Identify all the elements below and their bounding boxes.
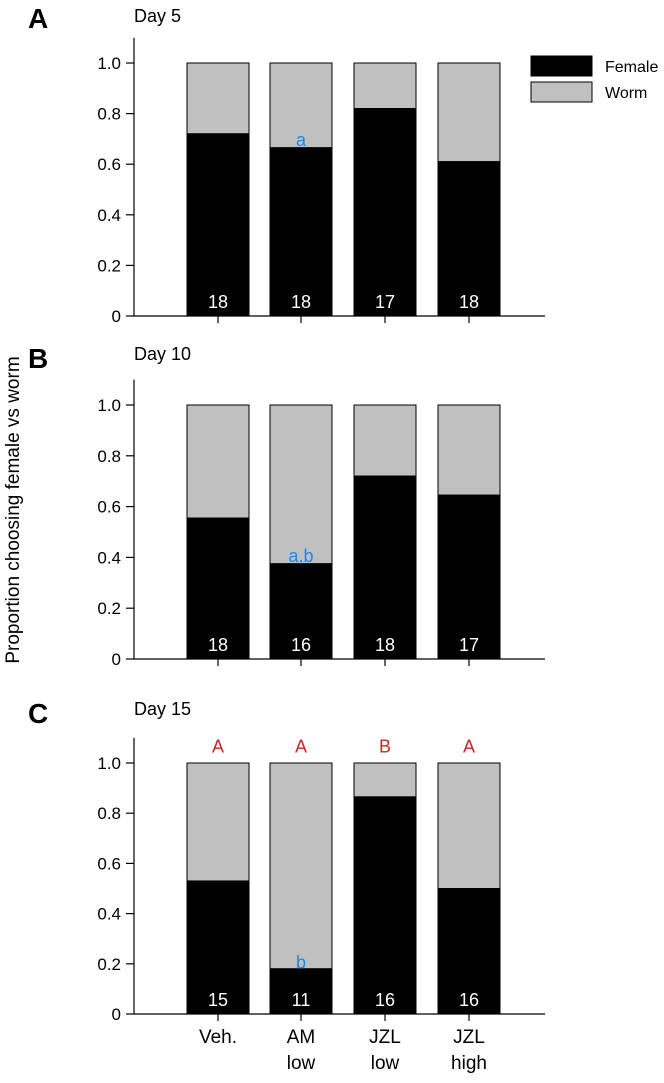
panel-a: A Day 5 0 0.2 0.4 0.6 0.8 1.0 18 18 17 18 a: [28, 3, 545, 326]
bar-female: [269, 563, 333, 660]
legend-label-worm: Worm: [605, 85, 647, 102]
bar-n-label: 17: [459, 635, 479, 655]
bar-worm: [269, 404, 333, 565]
panel-b: B Day 10 0 0.2 0.4 0.6 0.8 1.0 18 16 18 17 a,b: [28, 343, 545, 669]
y-tick-label: 0: [112, 650, 121, 669]
significance-letter: B: [379, 736, 391, 756]
legend-swatch-female: [530, 55, 593, 77]
bar-n-label: 18: [208, 635, 228, 655]
bar-worm: [437, 762, 501, 889]
significance-letter: a: [296, 130, 307, 150]
y-axis-label: Proportion choosing female vs worm: [3, 356, 24, 663]
bar-worm: [353, 762, 417, 798]
x-tick-label: Veh.: [199, 1027, 237, 1048]
panel-letter: A: [28, 3, 48, 34]
y-tick-label: 1.0: [97, 396, 121, 415]
significance-letter: b: [296, 952, 306, 972]
bar-worm: [353, 62, 417, 110]
bar-female: [353, 796, 417, 1015]
bar-n-label: 16: [375, 990, 395, 1010]
legend-label-female: Female: [605, 59, 658, 76]
bar-n-label: 15: [208, 990, 228, 1010]
bar-worm: [353, 404, 417, 477]
bar-worm: [269, 62, 333, 149]
x-tick-label: low: [371, 1053, 400, 1074]
y-tick-label: 0.8: [97, 447, 121, 466]
bar-n-label: 16: [459, 990, 479, 1010]
bar-female: [186, 133, 250, 317]
panel-letter: C: [28, 698, 48, 729]
bar-female: [269, 147, 333, 317]
bar-female: [353, 475, 417, 660]
y-tick-label: 0: [112, 307, 121, 326]
y-tick-label: 1.0: [97, 754, 121, 773]
bar-n-label: 18: [459, 292, 479, 312]
legend-swatch-worm: [530, 81, 593, 103]
bar-female: [437, 494, 501, 660]
bar-n-label: 11: [292, 990, 311, 1010]
bar-female: [353, 108, 417, 317]
bar-female: [186, 517, 250, 660]
bar-n-label: 17: [375, 292, 395, 312]
x-tick-label: low: [287, 1053, 316, 1074]
bar-n-label: 18: [208, 292, 228, 312]
significance-letter: a,b: [288, 546, 313, 566]
y-tick-label: 0.6: [97, 498, 121, 517]
legend: Female Worm: [530, 55, 658, 103]
x-tick-label: JZL: [369, 1027, 401, 1048]
x-tick-label: AM: [287, 1027, 316, 1048]
bar-worm: [186, 404, 250, 519]
bar-female: [186, 880, 250, 1015]
y-tick-label: 0.8: [97, 105, 121, 124]
bar-female: [437, 888, 501, 1015]
x-tick-label: high: [451, 1053, 487, 1074]
panel-title: Day 10: [134, 344, 191, 364]
bar-worm: [437, 62, 501, 163]
significance-letter: A: [463, 736, 475, 756]
bar-worm: [269, 762, 333, 970]
panel-letter: B: [28, 343, 48, 374]
bar-female: [269, 968, 333, 1015]
y-tick-label: 1.0: [97, 54, 121, 73]
bar-worm: [186, 762, 250, 882]
bar-n-label: 16: [291, 635, 311, 655]
significance-letter: A: [295, 736, 307, 756]
panel-title: Day 5: [134, 6, 181, 26]
bar-female: [437, 161, 501, 317]
y-tick-label: 0.6: [97, 854, 121, 873]
y-tick-label: 0.8: [97, 804, 121, 823]
bar-n-label: 18: [291, 292, 311, 312]
x-tick-label: JZL: [453, 1027, 485, 1048]
panels: A Day 5 0 0.2 0.4 0.6 0.8 1.0 18 18 17 18 a B Day 10 0 0…: [28, 3, 545, 1074]
significance-letter: A: [212, 736, 224, 756]
bar-worm: [186, 62, 250, 135]
bar-n-label: 18: [375, 635, 395, 655]
y-tick-label: 0.4: [97, 206, 121, 225]
y-tick-label: 0.4: [97, 548, 121, 567]
y-tick-label: 0: [112, 1005, 121, 1024]
y-tick-label: 0.2: [97, 955, 121, 974]
bar-worm: [437, 404, 501, 496]
panel-c: C Day 15 0 0.2 0.4 0.6 0.8 1.0 15 11 16 16 b A A B A Veh.…: [28, 698, 545, 1074]
y-tick-label: 0.2: [97, 599, 121, 618]
panel-title: Day 15: [134, 699, 191, 719]
y-tick-label: 0.6: [97, 155, 121, 174]
y-tick-label: 0.2: [97, 256, 121, 275]
y-tick-label: 0.4: [97, 905, 121, 924]
